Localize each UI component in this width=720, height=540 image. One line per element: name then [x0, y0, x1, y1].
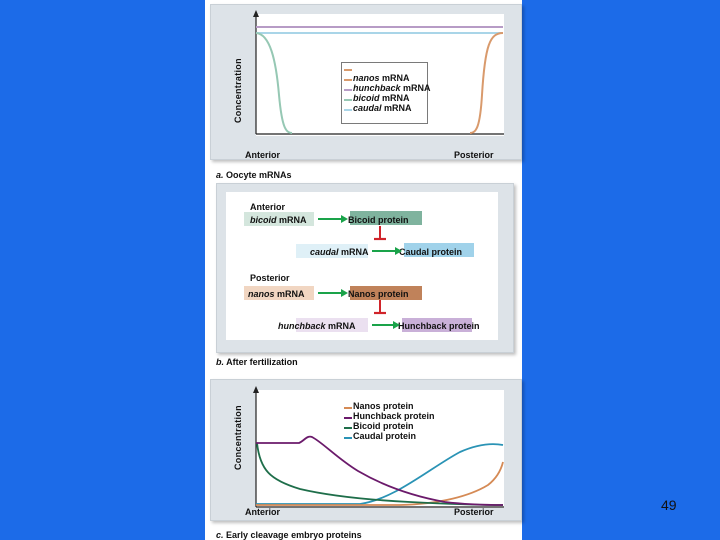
panel-a-caption: a. Oocyte mRNAs [216, 170, 292, 180]
panel-c-legend-item: Hunchback protein [342, 411, 435, 421]
bicoid-protein-box [350, 211, 422, 225]
nanos-mrna-label: nanos mRNA [248, 289, 305, 299]
panel-c-legend-swatch [344, 417, 352, 419]
panel-c-x-anterior: Anterior [245, 507, 281, 517]
panel-a-x-anterior: Anterior [245, 150, 281, 160]
bicoid-mrna-box [244, 212, 314, 226]
caudal-mrna-label: caudal mRNA [310, 247, 369, 257]
panel-c-legend-item: Bicoid protein [342, 421, 430, 431]
panel-c-legend-item: Caudal protein [342, 431, 430, 441]
panel-a-x-posterior: Posterior [454, 150, 494, 160]
panel-a-legend-swatch [344, 79, 352, 81]
panel-b-caption: b. After fertilization [216, 357, 298, 367]
panel-a-legend-item: bicoid mRNA [342, 93, 427, 103]
nanos-protein-label: Nanos protein [348, 289, 409, 299]
panel-a-legend-swatch [344, 89, 352, 91]
panel-c-caption: c. Early cleavage embryo proteins [216, 530, 362, 540]
nanos-protein-box [350, 286, 422, 300]
hunchback-protein-box [402, 318, 472, 332]
nanos-mrna-box [244, 286, 314, 300]
panel-a-legend-item: caudal mRNA [342, 103, 427, 113]
panel-c-ylabel: Concentration [233, 405, 243, 470]
panel-a-legend-item: hunchback mRNA [342, 83, 431, 93]
panel-a-legend-item: nanos mRNA [342, 73, 427, 83]
panel-a-ylabel: Concentration [233, 58, 243, 123]
panel-c-legend-swatch [344, 437, 352, 439]
panel-b-anterior-label: Anterior [250, 202, 286, 212]
panel-c-legend-swatch [344, 407, 352, 409]
caudal-protein-box [404, 243, 474, 257]
panel-a-legend-swatch [344, 109, 352, 111]
panel-b-posterior-label: Posterior [250, 273, 290, 283]
panel-a-legend-blank-row [342, 63, 427, 73]
panel-c-legend-item: Nanos protein [342, 401, 430, 411]
panel-a-legend: nanos mRNA hunchback mRNA bicoid mRNA ca… [341, 62, 431, 124]
panel-a-legend-swatch [344, 99, 352, 101]
panel-c-legend: Nanos protein Hunchback protein Bicoid p… [342, 401, 435, 443]
bicoid-protein-label: Bicoid protein [348, 215, 409, 225]
panel-c-legend-swatch [344, 427, 352, 429]
hunchback-protein-label: Hunchback protein [398, 321, 480, 331]
panel-c-x-posterior: Posterior [454, 507, 494, 517]
panel-a-legend-swatch [344, 69, 352, 71]
hunchback-mrna-box [296, 318, 368, 332]
caudal-mrna-box [296, 244, 368, 258]
hunchback-mrna-label: hunchback mRNA [278, 321, 356, 331]
bicoid-mrna-label: bicoid mRNA [250, 215, 307, 225]
caudal-protein-label: Caudal protein [399, 247, 463, 257]
page-number: 49 [661, 497, 677, 513]
